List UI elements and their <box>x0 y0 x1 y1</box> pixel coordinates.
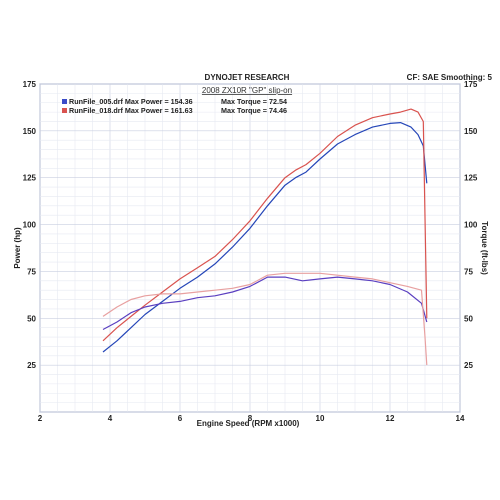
y-tick-label: 100 <box>23 221 37 230</box>
x-tick-label: 6 <box>178 414 183 423</box>
legend-entry-2: RunFile_018.drf Max Power = 161.63 <box>69 106 193 115</box>
x-tick-label: 10 <box>316 414 325 423</box>
x-tick-label: 4 <box>108 414 113 423</box>
company-header: DYNOJET RESEARCH <box>205 73 290 82</box>
grid-lines <box>39 83 461 413</box>
chart-title: 2008 ZX10R "GP" slip-on <box>202 86 292 95</box>
y2-tick-label: 25 <box>464 361 473 370</box>
x-tick-label: 8 <box>248 414 253 423</box>
y2-axis-label: Torque (ft-lbs) <box>480 221 489 275</box>
tick-labels: 2 4 6 8 10 12 14 25 50 75 100 125 150 175 25 50 75 100 125… <box>23 80 478 423</box>
y2-tick-label: 100 <box>464 221 478 230</box>
legend-torque-2: Max Torque = 74.46 <box>221 106 287 115</box>
legend-entry-1: RunFile_005.drf Max Power = 154.36 <box>69 97 193 106</box>
y2-tick-label: 150 <box>464 127 478 136</box>
y2-tick-label: 175 <box>464 80 478 89</box>
y-tick-label: 50 <box>27 314 36 323</box>
y-tick-label: 150 <box>23 127 37 136</box>
y-axis-label: Power (hp) <box>13 227 22 269</box>
x-tick-label: 14 <box>456 414 465 423</box>
y2-tick-label: 125 <box>464 174 478 183</box>
settings-header: CF: SAE Smoothing: 5 <box>407 73 493 82</box>
y-tick-label: 125 <box>23 174 37 183</box>
y-tick-label: 175 <box>23 80 37 89</box>
y-tick-label: 75 <box>27 267 36 276</box>
x-tick-label: 12 <box>386 414 395 423</box>
legend-torque-1: Max Torque = 72.54 <box>221 97 287 106</box>
legend-swatch-2 <box>62 108 67 113</box>
legend-swatch-1 <box>62 99 67 104</box>
series-line-torque-3 <box>102 276 428 331</box>
x-axis-label: Engine Speed (RPM x1000) <box>197 419 300 428</box>
x-tick-label: 2 <box>38 414 43 423</box>
series-line-torque-4 <box>102 272 428 366</box>
y-tick-label: 25 <box>27 361 36 370</box>
y2-tick-label: 50 <box>464 314 473 323</box>
y2-tick-label: 75 <box>464 267 473 276</box>
series-layer <box>102 108 428 366</box>
